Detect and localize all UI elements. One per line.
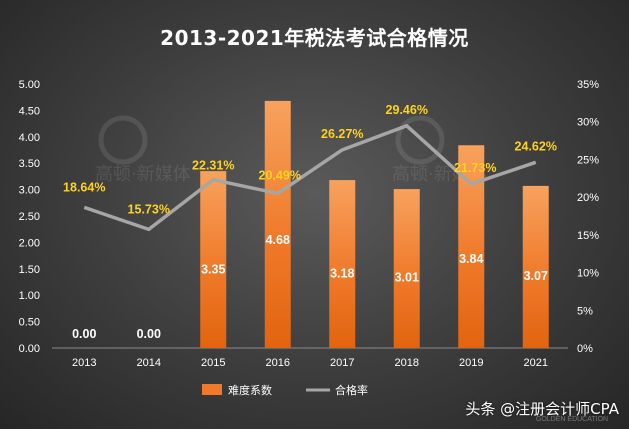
bar-series — [200, 100, 549, 349]
pass-rate-label: 26.27% — [321, 127, 363, 141]
y-left-tick-label: 5.00 — [19, 79, 40, 91]
watermark-text: 高顿·新媒体 — [95, 164, 191, 185]
y-left-tick-label: 2.00 — [19, 237, 40, 249]
y-right-tick-label: 30% — [577, 117, 599, 129]
brand-caption: GOLDEN EDUCATION — [536, 416, 608, 423]
pass-rate-label: 21.73% — [454, 161, 496, 175]
data-labels: 0.00 0.00 3.35 4.68 3.18 3.01 3.84 3.07 18.64% 15… — [63, 103, 557, 341]
x-tick-label: 2016 — [266, 357, 290, 369]
line-series — [83, 124, 537, 232]
x-tick-label: 2017 — [330, 357, 354, 369]
legend: 难度系数 合格率 GOLDEN EDUCATION — [202, 383, 608, 423]
pass-rate-label: 29.46% — [386, 103, 428, 117]
pass-rate-label: 15.73% — [128, 202, 170, 216]
bar-value-label: 4.68 — [266, 233, 290, 247]
y-right-tick-label: 5% — [577, 305, 593, 317]
pass-rate-label: 22.31% — [192, 159, 234, 173]
legend-swatch-bar — [202, 384, 222, 395]
y-right-tick-label: 25% — [577, 154, 599, 166]
pass-rate-label: 20.49% — [259, 168, 301, 182]
chart-title: 2013-2021年税法考试合格情况 — [160, 26, 469, 50]
y-right-tick-label: 0% — [577, 343, 593, 355]
x-tick-label: 2015 — [201, 357, 225, 369]
y-left-tick-label: 0.50 — [19, 317, 40, 329]
x-tick-label: 2013 — [72, 357, 96, 369]
bar — [200, 171, 227, 348]
y-left-tick-label: 3.50 — [19, 158, 40, 170]
y-left-tick-label: 1.00 — [19, 290, 40, 302]
y-left-tick-label: 3.00 — [19, 185, 40, 197]
pass-rate-label: 18.64% — [63, 180, 105, 194]
y-right-tick-label: 20% — [577, 192, 599, 204]
x-tick-label: 2021 — [524, 357, 548, 369]
pass-rate-line — [83, 124, 537, 232]
y-left-tick-label: 0.00 — [19, 343, 40, 355]
bar-value-label: 3.18 — [330, 266, 354, 280]
bar — [458, 145, 485, 348]
bar-value-label: 0.00 — [137, 327, 161, 341]
watermark-logo-icon — [98, 115, 148, 165]
y-right-tick-label: 15% — [577, 230, 599, 242]
bar-value-label: 0.00 — [72, 327, 96, 341]
bar-value-label: 3.84 — [459, 252, 483, 266]
bar — [522, 185, 549, 348]
x-tick-label: 2019 — [459, 357, 483, 369]
axes: 0.00 0.50 1.00 1.50 2.00 2.50 3.00 3.50 4.00 4.50… — [19, 79, 600, 369]
x-tick-label: 2018 — [395, 357, 419, 369]
legend-label-bar: 难度系数 — [228, 383, 272, 397]
bar — [393, 189, 420, 348]
source-credit: 头条 @注册会计师CPA — [465, 400, 619, 418]
x-tick-label: 2014 — [137, 357, 161, 369]
watermark-logo-icon — [395, 115, 445, 165]
bar — [264, 100, 291, 349]
y-right-tick-label: 35% — [577, 79, 599, 91]
y-left-tick-label: 1.50 — [19, 264, 40, 276]
y-right-tick-label: 10% — [577, 268, 599, 280]
bar-value-label: 3.35 — [201, 263, 225, 277]
bar-value-label: 3.07 — [524, 269, 548, 283]
y-left-tick-label: 2.50 — [19, 211, 40, 223]
bar — [329, 180, 356, 348]
legend-label-line: 合格率 — [335, 383, 368, 397]
pass-rate-label: 24.62% — [515, 139, 557, 153]
bar-value-label: 3.01 — [395, 270, 419, 284]
y-left-tick-label: 4.50 — [19, 105, 40, 117]
y-left-tick-label: 4.00 — [19, 132, 40, 144]
